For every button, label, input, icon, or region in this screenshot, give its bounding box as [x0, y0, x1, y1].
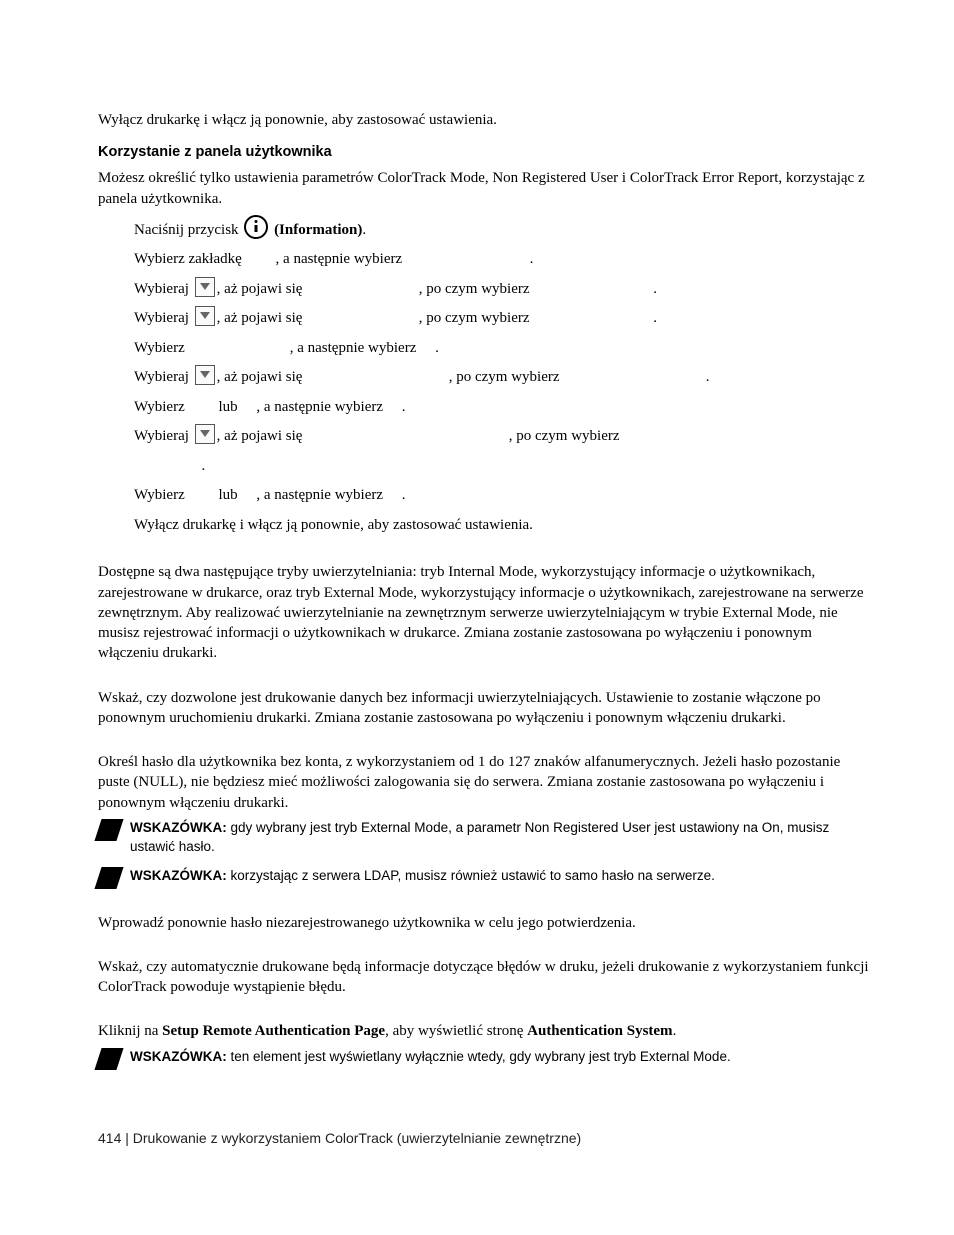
footer-sep: | [121, 1130, 132, 1146]
para2: Dostępne są dwa następujące tryby uwierz… [98, 562, 874, 663]
s8b: , aż pojawi się , po czym wybierz [217, 428, 620, 444]
para3: Wskaż, czy dozwolone jest drukowanie dan… [98, 688, 874, 729]
p7a: Kliknij na [98, 1023, 162, 1039]
para4: Określ hasło dla użytkownika bez konta, … [98, 752, 874, 813]
s6b: , aż pojawi się , po czym wybierz . [217, 369, 710, 385]
note-3: WSKAZÓWKA: ten element jest wyświetlany … [98, 1048, 874, 1070]
p7b: Setup Remote Authentication Page [162, 1023, 385, 1039]
footer-page: 414 [98, 1130, 121, 1146]
p7d: Authentication System [527, 1023, 672, 1039]
step-7: Wybierz lub , a następnie wybierz . [134, 395, 874, 421]
info-icon [244, 215, 268, 239]
para6: Wskaż, czy automatycznie drukowane będą … [98, 957, 874, 998]
down-icon [195, 277, 215, 297]
restart-line: Wyłącz drukarkę i włącz ją ponownie, aby… [98, 110, 874, 130]
s3a: Wybieraj [134, 281, 193, 297]
note-text-2: WSKAZÓWKA: korzystając z serwera LDAP, m… [130, 867, 715, 886]
step-10: Wyłącz drukarkę i włącz ją ponownie, aby… [134, 513, 874, 539]
step-2: Wybierz zakładkę , a następnie wybierz . [134, 247, 874, 273]
panel-intro: Możesz określić tylko ustawienia paramet… [98, 168, 874, 209]
note-2: WSKAZÓWKA: korzystając z serwera LDAP, m… [98, 867, 874, 889]
down-icon [195, 306, 215, 326]
s6a: Wybieraj [134, 369, 193, 385]
s4b: , aż pojawi się , po czym wybierz . [217, 310, 657, 326]
step-6: Wybieraj , aż pojawi się , po czym wybie… [134, 365, 874, 391]
s4a: Wybieraj [134, 310, 193, 326]
step-5: Wybierz , a następnie wybierz . [134, 336, 874, 362]
step-3: Wybieraj , aż pojawi się , po czym wybie… [134, 277, 874, 303]
note-label: WSKAZÓWKA: [130, 1049, 227, 1064]
note2: korzystając z serwera LDAP, musisz równi… [227, 868, 715, 883]
step-1: Naciśnij przycisk (Information). [134, 215, 874, 244]
note-text-1: WSKAZÓWKA: gdy wybrany jest tryb Externa… [130, 819, 874, 857]
note-icon [94, 867, 123, 889]
note-icon [94, 819, 123, 841]
step-9: Wybierz lub , a następnie wybierz . [134, 483, 874, 509]
para7: Kliknij na Setup Remote Authentication P… [98, 1021, 874, 1041]
step-8c: . [134, 454, 874, 480]
para5: Wprowadź ponownie hasło niezarejestrowan… [98, 913, 874, 933]
note3: ten element jest wyświetlany wyłącznie w… [227, 1049, 731, 1064]
note-1: WSKAZÓWKA: gdy wybrany jest tryb Externa… [98, 819, 874, 857]
note-icon [94, 1048, 123, 1070]
footer: 414 | Drukowanie z wykorzystaniem ColorT… [98, 1130, 874, 1146]
note-label: WSKAZÓWKA: [130, 868, 227, 883]
s1b: (Information) [270, 222, 362, 238]
step-8: Wybieraj , aż pojawi się , po czym wybie… [134, 424, 874, 450]
down-icon [195, 365, 215, 385]
step-4: Wybieraj , aż pojawi się , po czym wybie… [134, 306, 874, 332]
note1: gdy wybrany jest tryb External Mode, a p… [130, 820, 829, 854]
p7c: , aby wyświetlić stronę [385, 1023, 527, 1039]
s8a: Wybieraj [134, 428, 193, 444]
note-text-3: WSKAZÓWKA: ten element jest wyświetlany … [130, 1048, 731, 1067]
panel-heading: Korzystanie z panela użytkownika [98, 144, 874, 160]
note-label: WSKAZÓWKA: [130, 820, 227, 835]
p7e: . [673, 1023, 677, 1039]
s1c: . [362, 222, 366, 238]
s1a: Naciśnij przycisk [134, 222, 242, 238]
down-icon [195, 424, 215, 444]
s3b: , aż pojawi się , po czym wybierz . [217, 281, 657, 297]
footer-text: Drukowanie z wykorzystaniem ColorTrack (… [133, 1130, 581, 1146]
